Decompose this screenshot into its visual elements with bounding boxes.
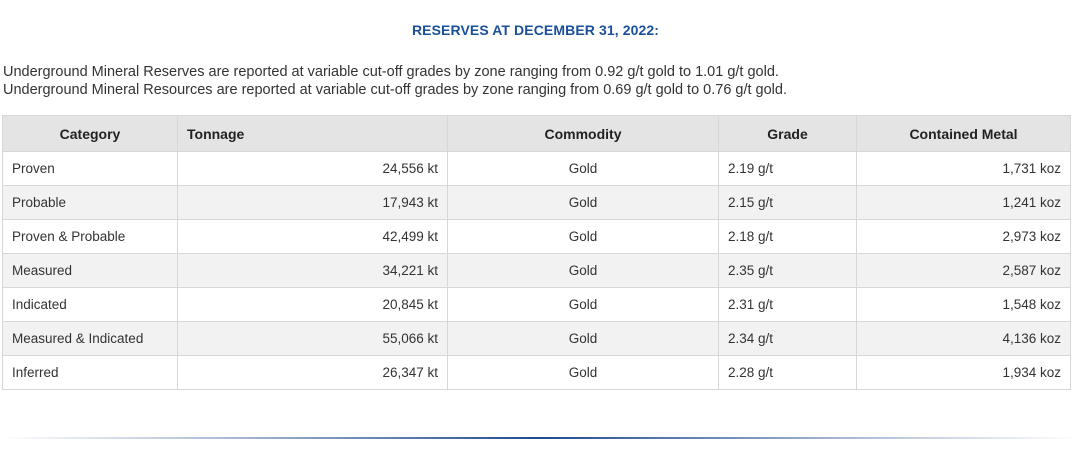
cell-contained-metal: 2,973 koz	[856, 219, 1071, 254]
cell-commodity: Gold	[447, 151, 719, 186]
header-grade: Grade	[718, 115, 857, 152]
cell-tonnage: 55,066 kt	[177, 321, 448, 356]
cell-grade: 2.15 g/t	[718, 185, 857, 220]
cell-tonnage: 17,943 kt	[177, 185, 448, 220]
resources-cutoff-note: Underground Mineral Resources are report…	[3, 82, 787, 98]
cell-category: Measured	[2, 253, 178, 288]
table-row: Inferred 26,347 kt Gold 2.28 g/t 1,934 k…	[2, 355, 1071, 390]
cell-grade: 2.34 g/t	[718, 321, 857, 356]
footer-divider	[0, 437, 1079, 439]
cell-tonnage: 24,556 kt	[177, 151, 448, 186]
cell-commodity: Gold	[447, 321, 719, 356]
cell-contained-metal: 2,587 koz	[856, 253, 1071, 288]
table-row: Proven 24,556 kt Gold 2.19 g/t 1,731 koz	[2, 151, 1071, 186]
cutoff-notes: Underground Mineral Reserves are reporte…	[3, 63, 787, 99]
cell-contained-metal: 1,548 koz	[856, 287, 1071, 322]
cell-commodity: Gold	[447, 253, 719, 288]
header-category: Category	[2, 115, 178, 152]
cell-commodity: Gold	[447, 185, 719, 220]
cell-category: Measured & Indicated	[2, 321, 178, 356]
cell-category: Proven & Probable	[2, 219, 178, 254]
cell-grade: 2.19 g/t	[718, 151, 857, 186]
cell-tonnage: 42,499 kt	[177, 219, 448, 254]
table-header-row: Category Tonnage Commodity Grade Contain…	[2, 115, 1071, 152]
section-title: RESERVES AT DECEMBER 31, 2022:	[411, 22, 660, 38]
cell-contained-metal: 1,934 koz	[856, 355, 1071, 390]
reserves-cutoff-note: Underground Mineral Reserves are reporte…	[3, 64, 779, 80]
cell-category: Inferred	[2, 355, 178, 390]
cell-commodity: Gold	[447, 219, 719, 254]
cell-contained-metal: 1,731 koz	[856, 151, 1071, 186]
table-row: Measured & Indicated 55,066 kt Gold 2.34…	[2, 321, 1071, 356]
table-row: Probable 17,943 kt Gold 2.15 g/t 1,241 k…	[2, 185, 1071, 220]
reserves-table: Category Tonnage Commodity Grade Contain…	[2, 115, 1071, 390]
table-row: Proven & Probable 42,499 kt Gold 2.18 g/…	[2, 219, 1071, 254]
table-row: Indicated 20,845 kt Gold 2.31 g/t 1,548 …	[2, 287, 1071, 322]
header-commodity: Commodity	[447, 115, 719, 152]
cell-category: Probable	[2, 185, 178, 220]
cell-contained-metal: 4,136 koz	[856, 321, 1071, 356]
cell-tonnage: 20,845 kt	[177, 287, 448, 322]
header-tonnage: Tonnage	[177, 115, 448, 152]
cell-grade: 2.35 g/t	[718, 253, 857, 288]
cell-category: Indicated	[2, 287, 178, 322]
header-contained-metal: Contained Metal	[856, 115, 1071, 152]
cell-commodity: Gold	[447, 287, 719, 322]
cell-commodity: Gold	[447, 355, 719, 390]
cell-category: Proven	[2, 151, 178, 186]
cell-contained-metal: 1,241 koz	[856, 185, 1071, 220]
cell-grade: 2.28 g/t	[718, 355, 857, 390]
cell-grade: 2.18 g/t	[718, 219, 857, 254]
cell-tonnage: 34,221 kt	[177, 253, 448, 288]
cell-tonnage: 26,347 kt	[177, 355, 448, 390]
table-row: Measured 34,221 kt Gold 2.35 g/t 2,587 k…	[2, 253, 1071, 288]
cell-grade: 2.31 g/t	[718, 287, 857, 322]
